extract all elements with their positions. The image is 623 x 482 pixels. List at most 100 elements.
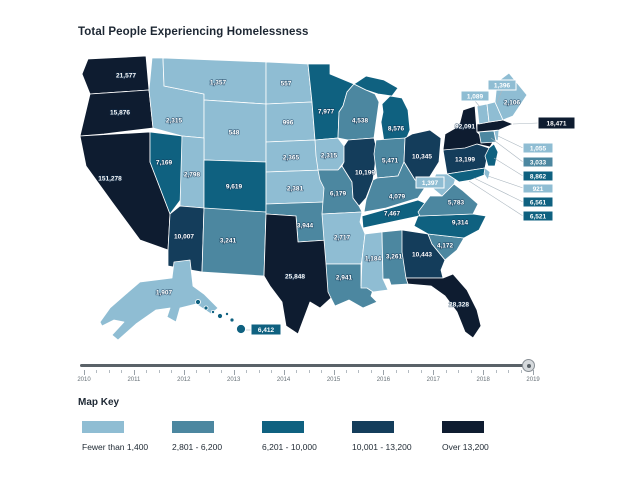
slider-tick-minor xyxy=(296,370,298,373)
state-IA[interactable] xyxy=(314,137,345,171)
slider-handle[interactable] xyxy=(522,359,535,372)
state-NV[interactable] xyxy=(149,131,183,215)
slider-tick-major xyxy=(183,370,185,375)
state-value-label: 7,169 xyxy=(156,159,173,166)
legend-item: 10,001 - 13,200 xyxy=(352,421,412,452)
state-HI[interactable] xyxy=(217,313,223,319)
slider-tick-minor xyxy=(271,370,273,373)
state-TX[interactable] xyxy=(263,213,337,335)
state-value-label: 151,278 xyxy=(98,175,122,182)
state-VA[interactable] xyxy=(417,183,479,217)
state-WI[interactable] xyxy=(337,83,380,141)
slider-track[interactable] xyxy=(80,364,534,367)
state-AK[interactable] xyxy=(99,259,219,341)
state-value-label: 8,862 xyxy=(530,173,547,180)
state-value-label: 2,106 xyxy=(504,99,521,106)
state-OR[interactable] xyxy=(79,89,154,137)
state-value-label: 6,179 xyxy=(330,190,347,197)
state-CT[interactable] xyxy=(478,130,497,144)
slider-tick-major xyxy=(233,370,235,375)
slider-tick-minor xyxy=(420,370,422,373)
slider-tick-minor xyxy=(321,370,322,373)
slider-tick-minor xyxy=(246,370,248,373)
callout-leader-line xyxy=(487,175,524,189)
state-callout-MA[interactable] xyxy=(537,116,576,130)
state-value-label: 10,345 xyxy=(412,153,432,160)
slider-tick-major xyxy=(283,370,285,375)
state-callout-MD[interactable] xyxy=(522,196,554,208)
chart-title: Total People Experiencing Homelessness xyxy=(78,26,309,38)
state-HI[interactable] xyxy=(203,305,209,311)
legend-label: 2,801 - 6,200 xyxy=(172,442,223,452)
legend-label: 6,201 - 10,000 xyxy=(262,442,317,452)
legend-swatch xyxy=(442,421,484,433)
state-KY[interactable] xyxy=(363,161,427,213)
state-value-label: 2,315 xyxy=(321,152,338,159)
state-value-label: 1,396 xyxy=(494,82,511,89)
legend-swatch xyxy=(352,421,394,433)
state-value-label: 3,261 xyxy=(386,253,403,260)
slider-tick-minor xyxy=(108,370,110,373)
state-FL[interactable] xyxy=(405,273,482,339)
state-callout-DE[interactable] xyxy=(522,183,554,194)
legend-item: 6,201 - 10,000 xyxy=(262,421,317,452)
slider-tick-minor xyxy=(358,370,360,373)
state-value-label: 996 xyxy=(283,119,294,126)
state-NC[interactable] xyxy=(413,213,487,239)
callout-leader-line xyxy=(473,177,524,203)
callout-leader-line xyxy=(468,180,524,217)
state-callout-NH[interactable] xyxy=(487,79,517,91)
state-value-label: 10,199 xyxy=(355,169,375,176)
state-value-label: 6,561 xyxy=(530,199,547,206)
state-callout-NJ[interactable] xyxy=(522,170,554,182)
state-value-label: 2,941 xyxy=(336,274,353,281)
state-callout-VT[interactable] xyxy=(460,90,490,102)
slider-tick-minor xyxy=(520,370,522,373)
slider-tick-minor xyxy=(221,370,223,373)
state-value-label: 1,089 xyxy=(467,93,484,100)
slider-tick-minor xyxy=(408,370,410,373)
slider-year-label: 2015 xyxy=(326,377,341,383)
slider-tick-minor xyxy=(345,370,347,373)
year-slider: 2010 2011 2012 2013 2014 2015 2016 2017 2018 2019 xyxy=(77,358,540,390)
slider-tick-minor xyxy=(158,370,160,373)
state-HI[interactable] xyxy=(236,324,246,334)
state-HI[interactable] xyxy=(229,317,235,323)
callout-leader-line xyxy=(474,100,481,108)
slider-tick-minor xyxy=(470,370,472,373)
state-value-label: 15,876 xyxy=(110,109,130,116)
slider-tick-major xyxy=(84,370,85,375)
state-callout-WV[interactable] xyxy=(415,176,445,189)
state-value-label: 7,977 xyxy=(318,108,335,115)
callout-leader-line xyxy=(490,137,524,163)
slider-tick-major xyxy=(533,370,535,375)
state-value-label: 1,907 xyxy=(156,289,173,296)
state-value-label: 2,315 xyxy=(166,117,183,124)
state-WA[interactable] xyxy=(81,55,150,95)
slider-year-label: 2010 xyxy=(77,377,91,383)
state-value-label: 5,783 xyxy=(448,199,465,206)
state-HI[interactable] xyxy=(210,309,215,314)
legend-swatch xyxy=(262,421,304,433)
state-callout-RI[interactable] xyxy=(522,142,554,154)
state-MI[interactable] xyxy=(353,75,411,143)
state-callout-HI[interactable] xyxy=(250,323,282,336)
state-value-label: 9,619 xyxy=(226,183,243,190)
state-value-label: 3,241 xyxy=(220,237,237,244)
state-value-label: 921 xyxy=(533,186,544,193)
slider-tick-minor xyxy=(208,370,210,373)
state-HI[interactable] xyxy=(224,311,229,316)
state-value-label: 5,471 xyxy=(382,157,399,164)
state-NJ[interactable] xyxy=(484,143,499,167)
state-callout-DC[interactable] xyxy=(522,210,554,222)
slider-year-label: 2011 xyxy=(127,377,141,383)
legend-item: 2,801 - 6,200 xyxy=(172,421,222,452)
state-callout-CT[interactable] xyxy=(522,156,554,168)
state-value-label: 2,381 xyxy=(287,185,304,192)
state-HI[interactable] xyxy=(195,299,201,305)
state-value-label: 21,577 xyxy=(116,72,136,79)
state-MD[interactable] xyxy=(446,167,488,183)
state-value-label: 28,328 xyxy=(449,301,469,308)
slider-year-label: 2017 xyxy=(426,377,440,383)
state-DE[interactable] xyxy=(483,167,491,181)
